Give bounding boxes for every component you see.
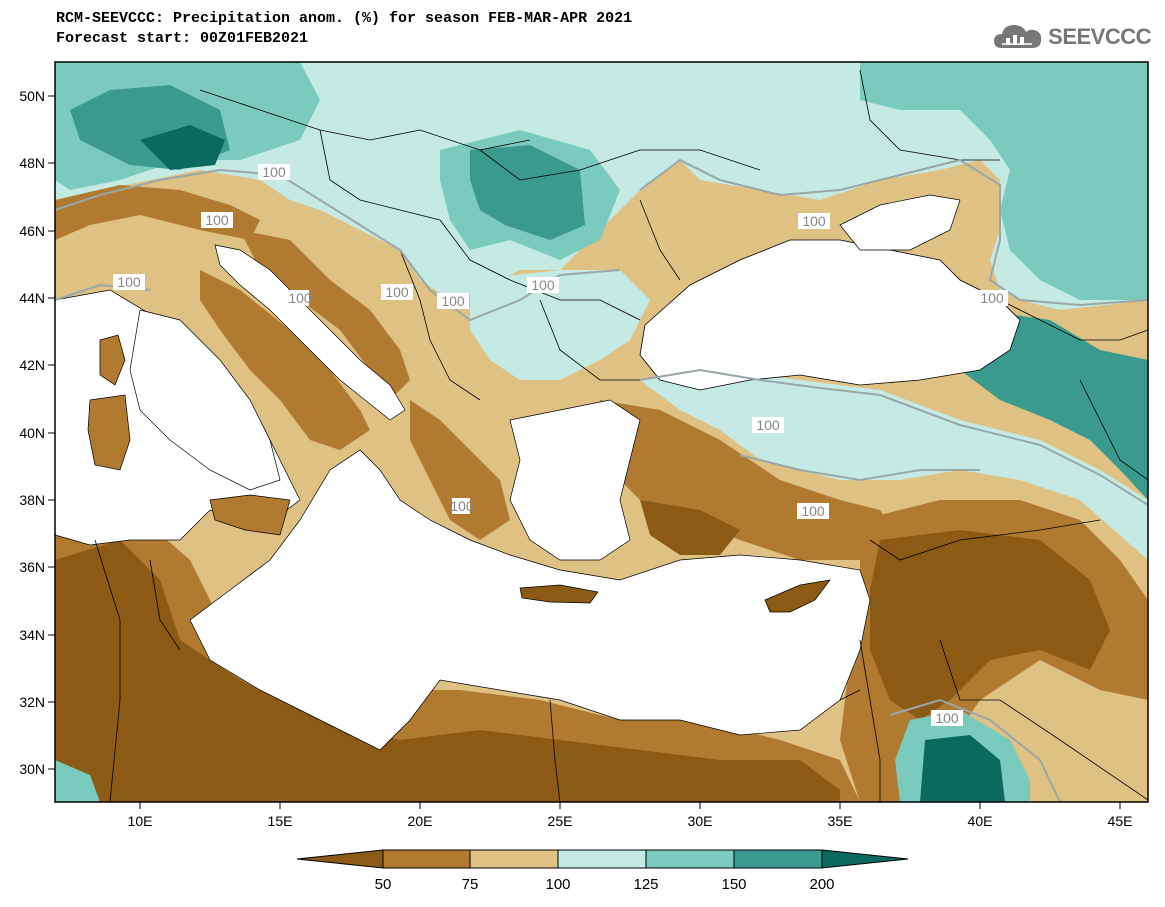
contour-label: 100	[262, 164, 286, 180]
colorbar-label: 100	[545, 876, 570, 893]
island-corsica	[99, 334, 126, 386]
lat-label: 48N	[19, 155, 45, 171]
contour-label: 100	[205, 212, 229, 228]
contour-label: 100	[288, 290, 312, 306]
field-verywet-arabia	[920, 735, 1005, 802]
island-cyprus	[764, 579, 831, 613]
lon-label: 25E	[548, 813, 573, 829]
contour-label: 100	[441, 293, 465, 309]
colorbar-labels: 50 75 100 125 150 200	[375, 876, 835, 893]
lon-label: 35E	[828, 813, 853, 829]
island-crete	[519, 584, 599, 604]
lon-label: 10E	[128, 813, 153, 829]
islands	[87, 334, 831, 613]
colorbar-segment	[382, 849, 471, 869]
field-dry-turkey-west	[595, 400, 900, 560]
field-verydry-north-africa	[55, 540, 840, 802]
lat-label: 36N	[19, 559, 45, 575]
lat-label: 50N	[19, 88, 45, 104]
country-borders	[94, 69, 1148, 802]
colorbar-segment	[733, 849, 823, 869]
colorbar-segment	[296, 849, 384, 869]
black-sea	[639, 239, 1021, 391]
colorbar-segment	[469, 849, 559, 869]
field-wet-sw-corner	[55, 760, 100, 802]
contour-label-group: 100 100 100 100 100 100 100 100 100 100 …	[113, 164, 1008, 726]
cloud-icon	[994, 25, 1042, 48]
aegean-sea	[509, 399, 641, 561]
lon-label: 30E	[688, 813, 713, 829]
azov-sea	[839, 194, 961, 251]
field-extremewet-north	[140, 125, 225, 170]
field-wet-balkan-central	[470, 270, 650, 380]
contour-label-bg	[258, 164, 290, 180]
colorbar-label: 200	[809, 876, 834, 893]
field-wet-east	[860, 62, 1148, 300]
colorbar-label: 150	[721, 876, 746, 893]
lat-label: 40N	[19, 425, 45, 441]
lat-label: 32N	[19, 694, 45, 710]
contour-lines-100	[54, 158, 1149, 803]
sea-mask	[55, 194, 1021, 751]
colorbar-label: 125	[633, 876, 658, 893]
field-verywet-caucasus	[960, 310, 1148, 500]
lat-axis	[48, 95, 55, 770]
field-verydry-turkey-west	[640, 500, 740, 555]
lat-label: 30N	[19, 761, 45, 777]
contour-label: 100	[935, 710, 959, 726]
lat-label: 42N	[19, 357, 45, 373]
field-verywet-carpathian	[470, 145, 585, 240]
tyrrhenian-sea	[129, 309, 281, 491]
lon-label: 40E	[968, 813, 993, 829]
island-sardinia	[87, 394, 131, 471]
contour-label: 100	[756, 417, 780, 433]
island-sicily	[209, 494, 291, 536]
contour-label: 100	[117, 274, 141, 290]
field-dry-adriatic	[240, 230, 410, 395]
field-verydry-middle-east	[870, 530, 1110, 720]
field-dry-italy	[200, 270, 370, 450]
logo-text: SEEVCCC	[1048, 24, 1151, 49]
lon-label: 45E	[1108, 813, 1133, 829]
lat-label: 38N	[19, 492, 45, 508]
colorbar-label: 75	[462, 876, 479, 893]
map-frame	[54, 61, 1149, 803]
lon-label: 15E	[268, 813, 293, 829]
contour-label: 100	[802, 213, 826, 229]
lon-label: 20E	[408, 813, 433, 829]
contour-label: 100	[801, 503, 825, 519]
colorbar	[296, 849, 909, 869]
lat-label: 46N	[19, 223, 45, 239]
seevccc-logo: SEEVCCC	[992, 22, 1151, 52]
contour-label: 100	[531, 277, 555, 293]
lon-labels: 10E 15E 20E 25E 30E 35E 40E 45E	[128, 813, 1133, 829]
lon-axis	[139, 802, 1121, 809]
field-dry-greece	[410, 400, 510, 540]
anomaly-field	[55, 62, 1148, 802]
map-subtitle: Forecast start: 00Z01FEB2021	[56, 30, 309, 47]
contour-label: 100	[980, 290, 1004, 306]
colorbar-segment	[645, 849, 735, 869]
colorbar-label: 50	[375, 876, 392, 893]
lat-labels: 50N 48N 46N 44N 42N 40N 38N 36N 34N 32N …	[19, 88, 45, 777]
contour-label: 100	[385, 284, 409, 300]
contour-label: 100	[450, 498, 474, 514]
colorbar-segment	[557, 849, 647, 869]
lat-label: 44N	[19, 290, 45, 306]
lat-label: 34N	[19, 627, 45, 643]
colorbar-segment	[821, 849, 909, 869]
map-title: RCM-SEEVCCC: Precipitation anom. (%) for…	[56, 10, 633, 27]
